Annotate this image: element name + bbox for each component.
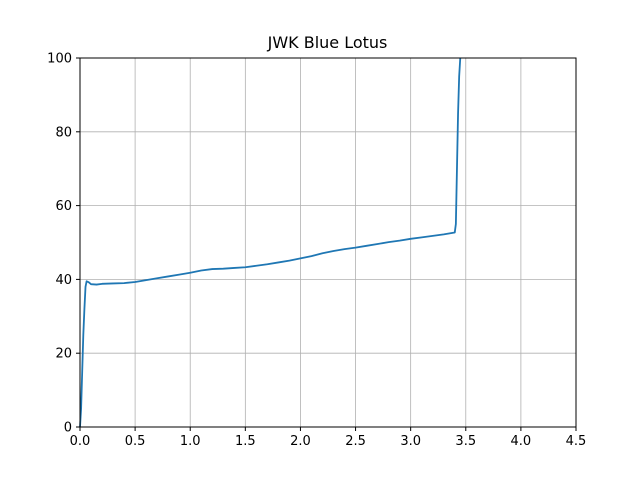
y-tick-label: 0 (64, 421, 72, 436)
x-tick-label: 4.5 (566, 434, 587, 449)
x-tick-label: 1.0 (180, 434, 201, 449)
y-tick-label: 40 (55, 273, 72, 288)
plot-frame (79, 57, 577, 428)
y-tick-label: 20 (55, 347, 72, 362)
x-tick-label: 3.0 (400, 434, 421, 449)
y-axis: 0 20 40 60 80 100 (47, 52, 80, 436)
x-tick-label: 1.5 (235, 434, 256, 449)
x-tick-label: 2.5 (345, 434, 366, 449)
x-tick-label: 0.0 (70, 434, 91, 449)
x-tick-label: 2.0 (290, 434, 311, 449)
x-tick-label: 0.5 (125, 434, 146, 449)
x-axis: 0.0 0.5 1.0 1.5 2.0 2.5 3.0 3.5 4.0 4.5 (70, 427, 587, 449)
x-tick-label: 3.5 (455, 434, 476, 449)
y-tick-label: 60 (55, 199, 72, 214)
series-line (79, 57, 462, 428)
series-layer (79, 57, 462, 428)
x-tick-label: 4.0 (511, 434, 532, 449)
chart-title: JWK Blue Lotus (267, 33, 388, 52)
y-tick-label: 100 (47, 52, 72, 67)
y-tick-label: 80 (55, 125, 72, 140)
